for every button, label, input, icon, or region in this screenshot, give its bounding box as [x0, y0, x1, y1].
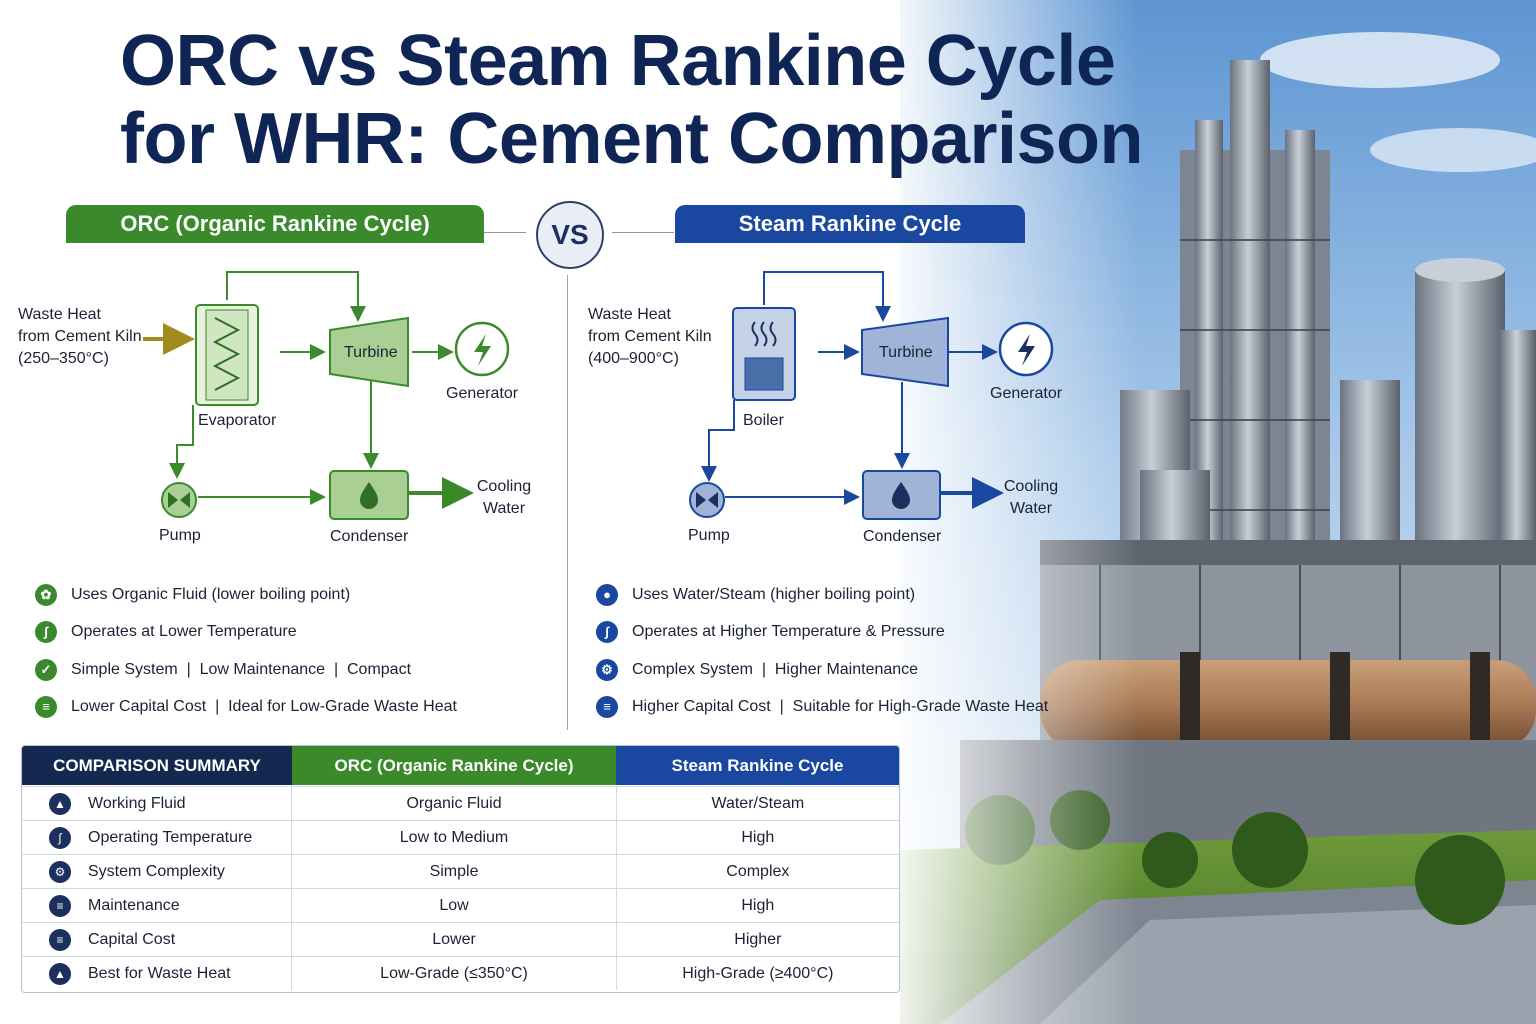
table-row: ≡ Capital Cost Lower Higher — [22, 922, 899, 956]
row-label: Capital Cost — [88, 931, 176, 948]
steam-waste-heat-line2: from Cement Kiln — [588, 328, 712, 345]
header-connector-left — [484, 232, 526, 233]
table-header-steam: Steam Rankine Cycle — [616, 746, 899, 785]
orc-cooling-water-label: Cooling Water — [474, 476, 534, 520]
table-header-summary: COMPARISON SUMMARY — [22, 746, 292, 785]
orc-feature-item: ✓ Simple System | Low Maintenance | Comp… — [35, 657, 411, 683]
orc-waste-heat-line2: from Cement Kiln — [18, 328, 142, 345]
thermometer-icon: ∫ — [35, 621, 57, 643]
steam-waste-heat-line3: (400–900°C) — [588, 350, 679, 367]
steam-value: Water/Steam — [615, 787, 899, 820]
thermometer-icon: ∫ — [596, 621, 618, 643]
orc-feature-text: Simple System | Low Maintenance | Compac… — [71, 661, 412, 678]
table-row: ≡ Maintenance Low High — [22, 888, 899, 922]
steam-value: Higher — [615, 923, 899, 956]
orc-pump-label: Pump — [159, 527, 201, 544]
thermometer-icon: ∫ — [49, 826, 71, 849]
orc-cooling-line2: Water — [482, 500, 526, 517]
vs-badge: VS — [536, 201, 604, 269]
check-icon: ✓ — [35, 659, 57, 681]
orc-value: Organic Fluid — [291, 787, 615, 820]
orc-generator-label: Generator — [446, 385, 519, 402]
comparison-summary-table: COMPARISON SUMMARY ORC (Organic Rankine … — [21, 745, 900, 993]
leaf-icon: ✿ — [35, 584, 57, 606]
steam-section-header: Steam Rankine Cycle — [675, 205, 1025, 243]
coins-icon: ≡ — [596, 696, 618, 718]
orc-feature-item: ≡ Lower Capital Cost | Ideal for Low-Gra… — [35, 694, 457, 720]
steam-pump-label: Pump — [688, 527, 730, 544]
steam-cooling-line2: Water — [1009, 500, 1053, 517]
orc-value: Lower — [291, 923, 615, 956]
row-label: Maintenance — [88, 897, 180, 914]
coins-icon: ≡ — [49, 928, 71, 951]
page-title: ORC vs Steam Rankine Cycle for WHR: Ceme… — [120, 22, 1200, 178]
orc-section-header: ORC (Organic Rankine Cycle) — [66, 205, 484, 243]
steam-condenser-label: Condenser — [863, 528, 942, 545]
orc-feature-item: ✿ Uses Organic Fluid (lower boiling poin… — [35, 582, 350, 608]
steam-feature-text: Higher Capital Cost | Suitable for High-… — [632, 698, 1049, 715]
row-label: Operating Temperature — [88, 829, 253, 846]
orc-feature-text: Lower Capital Cost | Ideal for Low-Grade… — [71, 698, 457, 715]
title-line-1: ORC vs Steam Rankine Cycle — [120, 21, 1116, 101]
steam-boiler-label: Boiler — [743, 412, 784, 429]
coins-icon: ≡ — [35, 696, 57, 718]
table-row: ▲ Best for Waste Heat Low-Grade (≤350°C) … — [22, 956, 899, 990]
orc-value: Low to Medium — [291, 821, 615, 854]
orc-feature-text: Uses Organic Fluid (lower boiling point) — [71, 586, 351, 603]
orc-cooling-line1: Cooling — [476, 478, 532, 495]
flask-icon: ▲ — [49, 792, 71, 815]
wrench-icon: ≡ — [49, 894, 71, 917]
steam-feature-item: ● Uses Water/Steam (higher boiling point… — [596, 582, 915, 608]
row-label: Working Fluid — [88, 795, 186, 812]
factory-icon: ▲ — [49, 962, 71, 985]
steam-value: Complex — [615, 855, 899, 888]
orc-feature-text: Operates at Lower Temperature — [71, 623, 297, 640]
steam-cooling-line1: Cooling — [1003, 478, 1059, 495]
orc-condenser-label: Condenser — [330, 528, 409, 545]
table-row: ▲ Working Fluid Organic Fluid Water/Steam — [22, 786, 899, 820]
steam-generator-label: Generator — [990, 385, 1063, 402]
row-label: Best for Waste Heat — [88, 965, 231, 982]
header-connector-right — [612, 232, 674, 233]
orc-value: Simple — [291, 855, 615, 888]
gear-icon: ⚙ — [596, 659, 618, 681]
table-header-row: COMPARISON SUMMARY ORC (Organic Rankine … — [22, 746, 899, 785]
table-header-orc: ORC (Organic Rankine Cycle) — [292, 746, 616, 785]
steam-value: High — [615, 889, 899, 922]
table-row: ∫ Operating Temperature Low to Medium Hig… — [22, 820, 899, 854]
orc-turbine-label: Turbine — [344, 344, 398, 361]
steam-feature-text: Uses Water/Steam (higher boiling point) — [632, 586, 916, 603]
orc-feature-item: ∫ Operates at Lower Temperature — [35, 619, 297, 645]
row-label: System Complexity — [88, 863, 225, 880]
orc-value: Low — [291, 889, 615, 922]
steam-value: High — [615, 821, 899, 854]
orc-waste-heat-line3: (250–350°C) — [18, 350, 109, 367]
water-drop-icon: ● — [596, 584, 618, 606]
steam-value: High-Grade (≥400°C) — [615, 957, 899, 990]
steam-feature-item: ∫ Operates at Higher Temperature & Press… — [596, 619, 945, 645]
steam-cooling-water-label: Cooling Water — [1001, 476, 1061, 520]
steam-turbine-label: Turbine — [879, 344, 933, 361]
steam-waste-heat-label: Waste Heat from Cement Kiln (400–900°C) — [588, 304, 712, 370]
orc-value: Low-Grade (≤350°C) — [291, 957, 615, 990]
table-row: ⚙ System Complexity Simple Complex — [22, 854, 899, 888]
steam-feature-text: Operates at Higher Temperature & Pressur… — [632, 623, 945, 640]
steam-feature-item: ≡ Higher Capital Cost | Suitable for Hig… — [596, 694, 1048, 720]
section-divider — [567, 275, 568, 730]
steam-waste-heat-line1: Waste Heat — [588, 306, 671, 323]
title-line-2: for WHR: Cement Comparison — [120, 99, 1144, 179]
orc-evaporator-label: Evaporator — [198, 412, 277, 429]
orc-waste-heat-line1: Waste Heat — [18, 306, 101, 323]
gear-icon: ⚙ — [49, 860, 71, 883]
orc-waste-heat-label: Waste Heat from Cement Kiln (250–350°C) — [18, 304, 142, 370]
steam-feature-text: Complex System | Higher Maintenance — [632, 661, 919, 678]
steam-feature-item: ⚙ Complex System | Higher Maintenance — [596, 657, 918, 683]
